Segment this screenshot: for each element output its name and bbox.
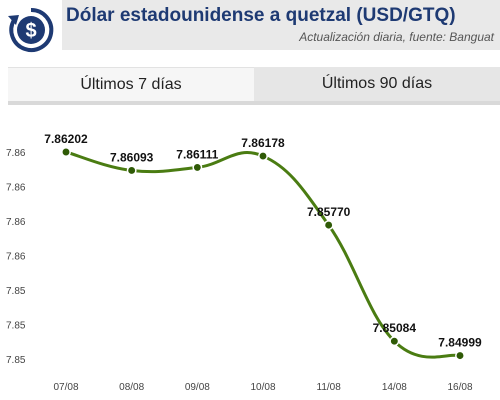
tab-last-90-days[interactable]: Últimos 90 días [254,67,500,101]
tab-last-7-days[interactable]: Últimos 7 días [8,67,254,101]
x-tick-label: 16/08 [447,382,472,393]
dollar-exchange-icon: $ [5,4,57,56]
line-chart: 7.86 7.86 7.86 7.86 7.85 7.85 7.85 07/08 08/08 09… [6,132,482,393]
y-tick-label: 7.86 [6,217,26,228]
x-tick-label: 09/08 [185,382,210,393]
data-point[interactable] [192,162,203,173]
data-label: 7.85770 [307,205,351,219]
period-tabs: Últimos 7 días Últimos 90 días [8,67,500,101]
x-tick-label: 07/08 [53,382,78,393]
tab-divider [8,101,500,105]
x-tick-label: 11/08 [317,382,342,393]
header-band [62,0,500,50]
y-tick-label: 7.85 [6,355,26,366]
data-label: 7.86111 [176,147,218,161]
y-tick-label: 7.85 [6,320,26,331]
data-label: 7.85084 [373,321,417,335]
data-label: 7.84999 [438,336,482,350]
data-point[interactable] [455,350,465,361]
x-tick-label: 08/08 [119,382,144,393]
data-point[interactable] [323,220,334,231]
page-header: $ Dólar estadounidense a quetzal (USD/GT… [0,0,500,60]
svg-text:$: $ [25,20,36,42]
page-subtitle: Actualización diaria, fuente: Banguat [299,30,494,44]
y-tick-label: 7.86 [6,148,26,159]
data-label: 7.86178 [241,136,285,150]
data-point[interactable] [126,165,137,176]
data-label: 7.86202 [44,132,88,146]
exchange-rate-chart: 7.86 7.86 7.86 7.86 7.85 7.85 7.85 07/08 08/08 09… [0,105,500,400]
tab-label: Últimos 90 días [321,75,433,92]
tab-label: Últimos 7 días [80,75,182,93]
y-tick-label: 7.85 [6,286,26,297]
y-tick-label: 7.86 [6,252,26,263]
data-point[interactable] [389,336,400,347]
x-tick-label: 14/08 [382,382,407,393]
data-point[interactable] [258,151,268,162]
data-point[interactable] [61,147,71,157]
y-tick-label: 7.86 [6,183,26,194]
data-label: 7.86093 [110,150,154,164]
x-tick-label: 10/08 [250,382,275,393]
page-title: Dólar estadounidense a quetzal (USD/GTQ) [66,5,456,26]
